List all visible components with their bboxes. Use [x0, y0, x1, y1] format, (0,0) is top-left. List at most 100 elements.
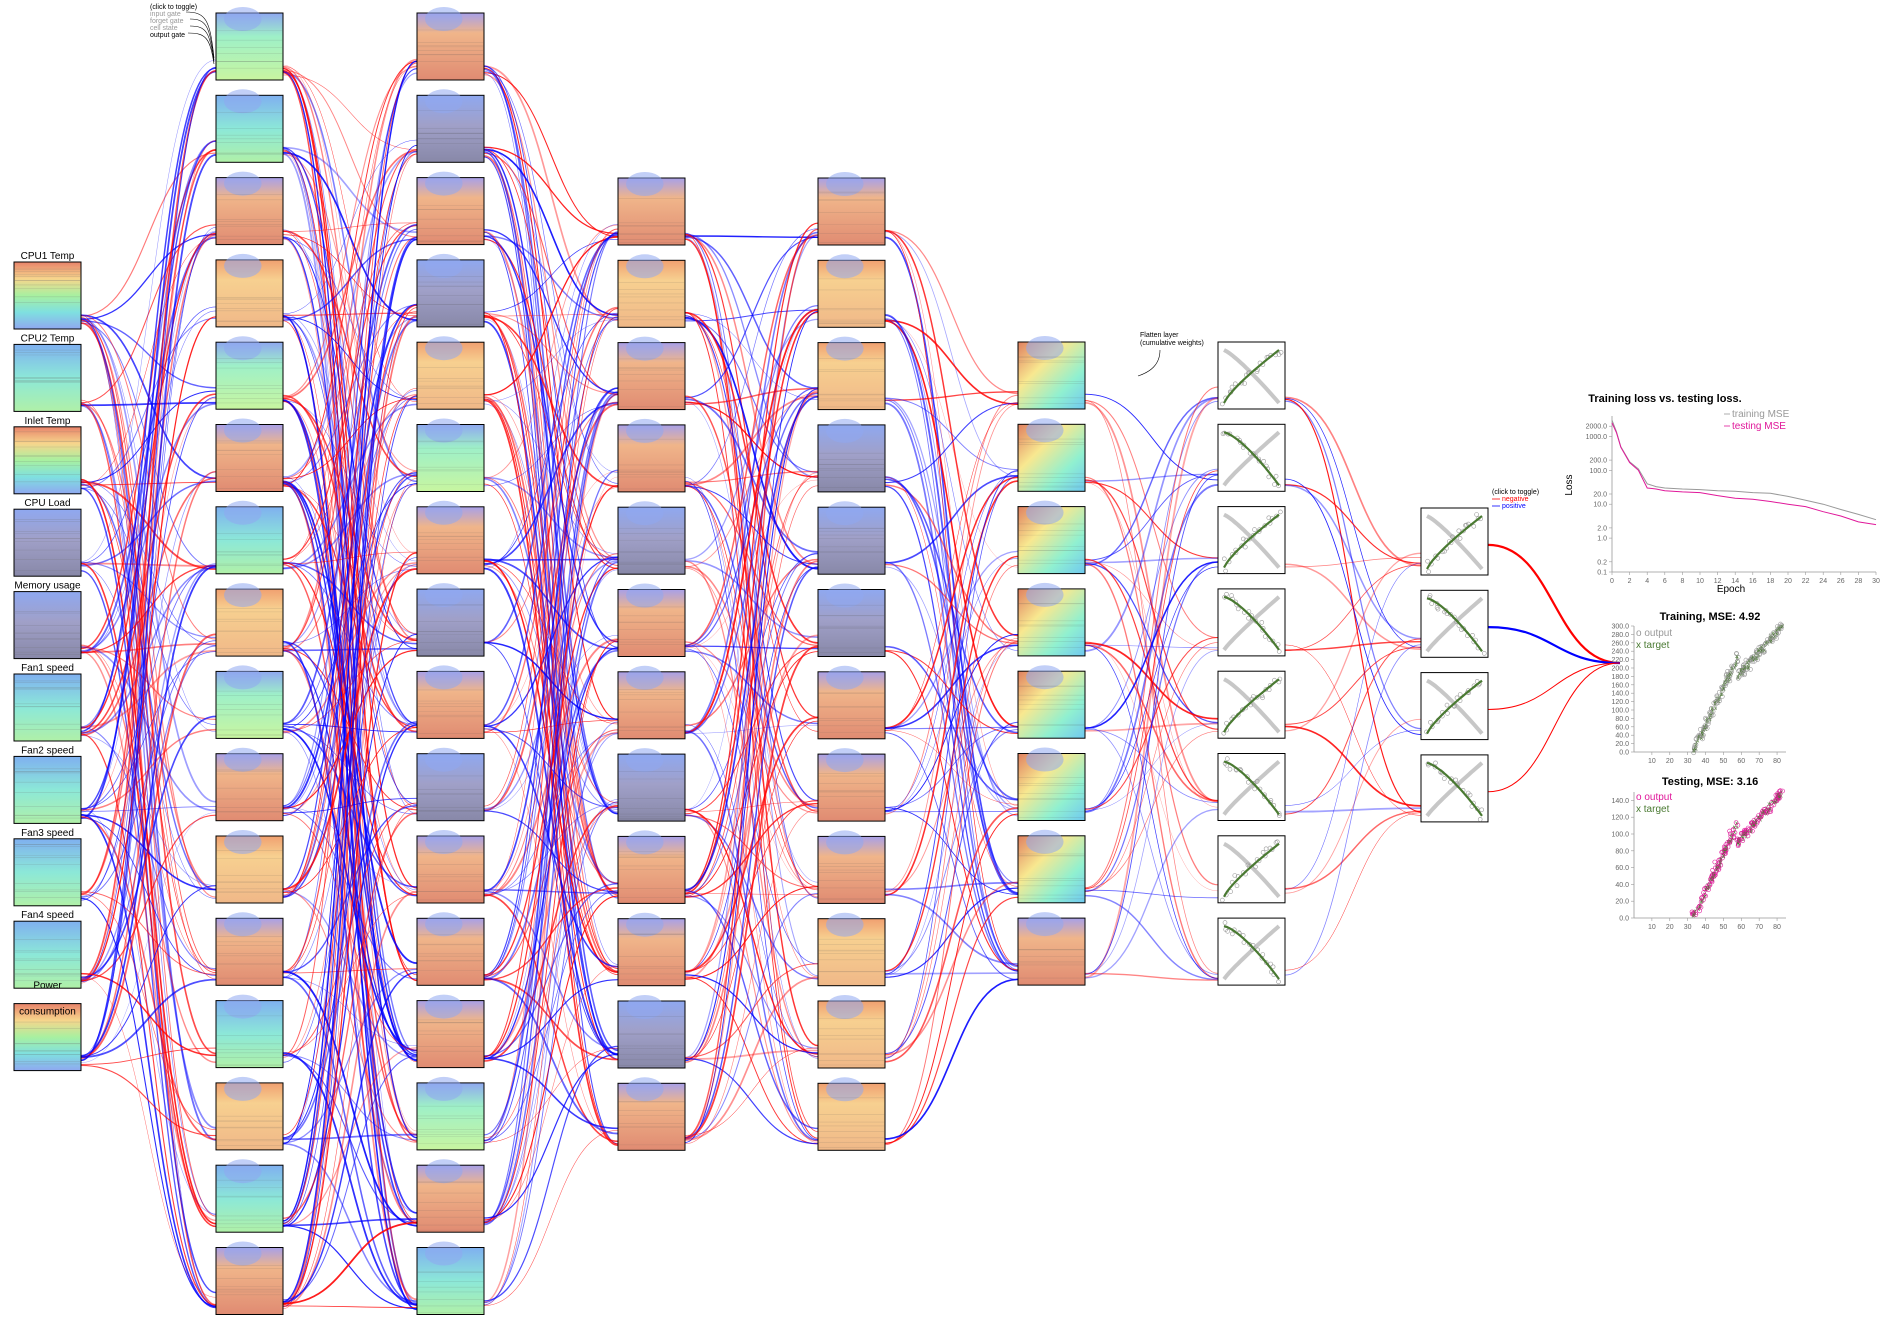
lstm-node[interactable]: [416, 418, 485, 492]
lstm-node[interactable]: [215, 7, 284, 81]
lstm-node[interactable]: [617, 665, 686, 740]
loss-legend-training[interactable]: training MSE: [1732, 409, 1790, 420]
lstm-node[interactable]: [817, 501, 886, 575]
input-node-box[interactable]: [13, 343, 82, 412]
lstm-node[interactable]: [416, 665, 485, 739]
input-node[interactable]: CPU1 Temp: [13, 251, 82, 330]
lstm-node[interactable]: [817, 830, 886, 904]
lstm-node[interactable]: [416, 171, 485, 246]
dense-node[interactable]: [1217, 588, 1286, 657]
dense-node[interactable]: [1420, 754, 1489, 823]
lstm-node[interactable]: [215, 830, 284, 904]
lstm-node[interactable]: [215, 171, 284, 246]
dense-node[interactable]: [1217, 506, 1286, 575]
lstm-node[interactable]: [416, 500, 485, 575]
lstm-node[interactable]: [617, 254, 686, 328]
input-node[interactable]: Memory usage: [13, 581, 82, 660]
input-node-box[interactable]: [13, 755, 82, 824]
lstm-node[interactable]: [1017, 665, 1086, 739]
lstm-node[interactable]: [617, 1077, 686, 1151]
input-node[interactable]: CPU2 Temp: [13, 333, 82, 412]
weight-legend-negative[interactable]: negative: [1502, 496, 1529, 503]
input-node-box[interactable]: [13, 1003, 82, 1072]
lstm-node[interactable]: [416, 1159, 485, 1233]
lstm-node[interactable]: [817, 995, 886, 1069]
lstm-node[interactable]: [817, 418, 886, 493]
dense-node[interactable]: [1217, 753, 1286, 821]
dense-node[interactable]: [1217, 423, 1286, 492]
lstm-node[interactable]: [617, 912, 686, 987]
input-node-box[interactable]: [13, 426, 82, 495]
input-node-box[interactable]: [13, 508, 82, 577]
dense-node[interactable]: [1217, 917, 1286, 986]
lstm-node[interactable]: [1017, 336, 1086, 410]
weight-legend[interactable]: (click to toggle) negative positive: [1492, 489, 1539, 510]
lstm-node[interactable]: [1017, 747, 1086, 821]
input-node[interactable]: CPU Load: [13, 498, 82, 577]
gate-legend-output-gate[interactable]: output gate: [150, 32, 185, 39]
gate-legend-title[interactable]: (click to toggle): [150, 4, 197, 11]
lstm-node[interactable]: [817, 172, 886, 246]
lstm-node[interactable]: [416, 747, 485, 822]
lstm-node[interactable]: [416, 994, 485, 1069]
input-node[interactable]: Fan3 speed: [13, 828, 82, 907]
input-node-box[interactable]: [13, 673, 82, 742]
lstm-node[interactable]: [817, 748, 886, 822]
lstm-node[interactable]: [617, 336, 686, 411]
lstm-node[interactable]: [817, 336, 886, 411]
input-node-box[interactable]: [13, 591, 82, 660]
dense-node[interactable]: [1420, 672, 1489, 741]
lstm-node[interactable]: [215, 253, 284, 328]
lstm-node[interactable]: [416, 89, 485, 163]
input-node[interactable]: Inlet Temp: [13, 416, 82, 495]
lstm-node[interactable]: [416, 912, 485, 986]
lstm-node[interactable]: [215, 336, 284, 410]
gate-legend[interactable]: (click to toggle) input gate forget gate…: [150, 4, 215, 65]
lstm-node[interactable]: [215, 912, 284, 986]
lstm-node[interactable]: [1017, 500, 1086, 575]
input-node-box[interactable]: [13, 838, 82, 907]
dense-node[interactable]: [1217, 835, 1286, 904]
lstm-node[interactable]: [416, 253, 485, 328]
lstm-node[interactable]: [416, 583, 485, 657]
loss-legend-testing[interactable]: testing MSE: [1732, 421, 1786, 432]
input-node[interactable]: Fan1 speed: [13, 663, 82, 742]
lstm-node[interactable]: [617, 830, 686, 904]
lstm-node[interactable]: [416, 1076, 485, 1151]
gate-legend-cell-state[interactable]: cell state: [150, 25, 178, 32]
input-node-box[interactable]: [13, 920, 82, 989]
dense-node[interactable]: [1217, 341, 1286, 410]
lstm-node[interactable]: [416, 830, 485, 904]
lstm-node[interactable]: [617, 748, 686, 822]
lstm-node[interactable]: [215, 500, 284, 575]
input-node[interactable]: Fan4 speed: [13, 910, 82, 989]
lstm-node[interactable]: [817, 665, 886, 740]
lstm-node[interactable]: [1017, 582, 1086, 657]
lstm-node[interactable]: [215, 747, 284, 822]
lstm-node[interactable]: [215, 418, 284, 492]
lstm-node[interactable]: [817, 912, 886, 987]
weight-legend-positive[interactable]: positive: [1502, 503, 1526, 510]
lstm-node[interactable]: [416, 7, 485, 81]
lstm-node[interactable]: [215, 665, 284, 739]
lstm-node[interactable]: [817, 1077, 886, 1151]
lstm-node[interactable]: [617, 583, 686, 657]
lstm-node[interactable]: [817, 583, 886, 657]
dense-node[interactable]: [1217, 670, 1286, 739]
lstm-node[interactable]: [817, 254, 886, 328]
lstm-node[interactable]: [416, 1241, 485, 1315]
lstm-node[interactable]: [617, 501, 686, 575]
lstm-node[interactable]: [215, 89, 284, 163]
gate-legend-forget-gate[interactable]: forget gate: [150, 18, 184, 25]
lstm-node[interactable]: [215, 1076, 284, 1151]
lstm-node[interactable]: [1017, 418, 1086, 492]
lstm-node[interactable]: [617, 418, 686, 493]
input-node-box[interactable]: [13, 261, 82, 330]
lstm-node[interactable]: [215, 1159, 284, 1233]
dense-node[interactable]: [1420, 589, 1489, 658]
lstm-node[interactable]: [1017, 829, 1086, 904]
lstm-node[interactable]: [215, 994, 284, 1069]
lstm-node[interactable]: [617, 172, 686, 246]
gate-legend-input-gate[interactable]: input gate: [150, 11, 181, 18]
input-node[interactable]: Power consumption: [13, 981, 82, 1072]
